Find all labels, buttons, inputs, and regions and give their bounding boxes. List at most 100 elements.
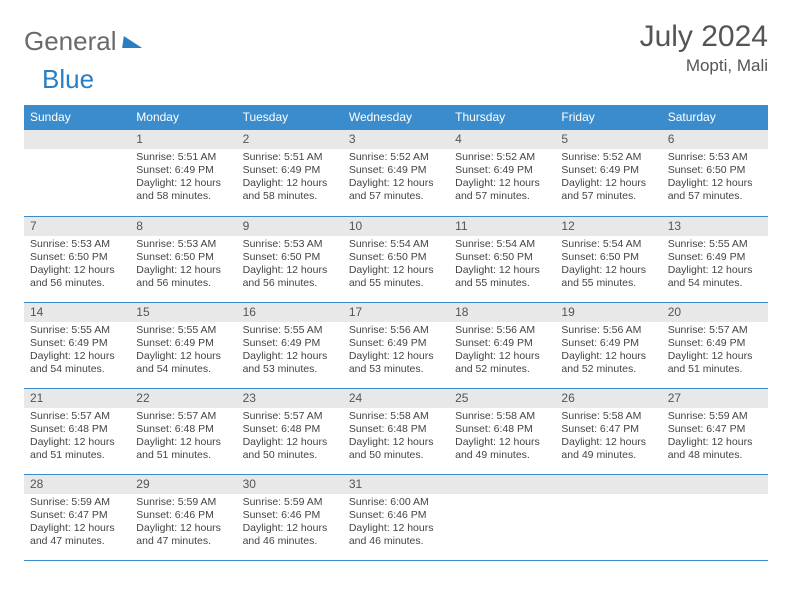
- calendar-header-row: SundayMondayTuesdayWednesdayThursdayFrid…: [24, 105, 768, 130]
- day-details: Sunrise: 5:58 AMSunset: 6:47 PMDaylight:…: [555, 408, 661, 467]
- calendar-cell: 11Sunrise: 5:54 AMSunset: 6:50 PMDayligh…: [449, 216, 555, 302]
- calendar-page: General July 2024 Mopti, Mali Blue Sunda…: [0, 0, 792, 581]
- day-details: Sunrise: 5:53 AMSunset: 6:50 PMDaylight:…: [130, 236, 236, 295]
- day-details: Sunrise: 5:59 AMSunset: 6:47 PMDaylight:…: [24, 494, 130, 553]
- daylight-text: Daylight: 12 hours and 57 minutes.: [561, 177, 655, 203]
- sunset-text: Sunset: 6:49 PM: [561, 164, 655, 177]
- day-details: Sunrise: 5:52 AMSunset: 6:49 PMDaylight:…: [555, 149, 661, 208]
- daylight-text: Daylight: 12 hours and 52 minutes.: [561, 350, 655, 376]
- day-number: 31: [343, 475, 449, 494]
- day-number: 26: [555, 389, 661, 408]
- calendar-cell: [662, 474, 768, 560]
- calendar-cell: 9Sunrise: 5:53 AMSunset: 6:50 PMDaylight…: [237, 216, 343, 302]
- day-details: Sunrise: 5:57 AMSunset: 6:48 PMDaylight:…: [24, 408, 130, 467]
- day-details: Sunrise: 5:55 AMSunset: 6:49 PMDaylight:…: [662, 236, 768, 295]
- calendar-cell: [449, 474, 555, 560]
- day-number-band: [449, 475, 555, 494]
- day-number: 13: [662, 217, 768, 236]
- daylight-text: Daylight: 12 hours and 55 minutes.: [561, 264, 655, 290]
- daylight-text: Daylight: 12 hours and 57 minutes.: [668, 177, 762, 203]
- sunrise-text: Sunrise: 5:57 AM: [136, 410, 230, 423]
- sunrise-text: Sunrise: 5:53 AM: [243, 238, 337, 251]
- sunset-text: Sunset: 6:47 PM: [30, 509, 124, 522]
- calendar-cell: 14Sunrise: 5:55 AMSunset: 6:49 PMDayligh…: [24, 302, 130, 388]
- daylight-text: Daylight: 12 hours and 55 minutes.: [349, 264, 443, 290]
- sunset-text: Sunset: 6:48 PM: [30, 423, 124, 436]
- sunset-text: Sunset: 6:47 PM: [668, 423, 762, 436]
- calendar-cell: 7Sunrise: 5:53 AMSunset: 6:50 PMDaylight…: [24, 216, 130, 302]
- daylight-text: Daylight: 12 hours and 51 minutes.: [668, 350, 762, 376]
- sunset-text: Sunset: 6:50 PM: [30, 251, 124, 264]
- sunset-text: Sunset: 6:50 PM: [455, 251, 549, 264]
- day-number: 3: [343, 130, 449, 149]
- sunrise-text: Sunrise: 5:58 AM: [455, 410, 549, 423]
- sunrise-text: Sunrise: 5:57 AM: [243, 410, 337, 423]
- day-number-band: [662, 475, 768, 494]
- day-details: Sunrise: 5:55 AMSunset: 6:49 PMDaylight:…: [24, 322, 130, 381]
- sunset-text: Sunset: 6:48 PM: [455, 423, 549, 436]
- day-number: 24: [343, 389, 449, 408]
- day-details: Sunrise: 5:51 AMSunset: 6:49 PMDaylight:…: [237, 149, 343, 208]
- sunset-text: Sunset: 6:50 PM: [136, 251, 230, 264]
- day-details: Sunrise: 6:00 AMSunset: 6:46 PMDaylight:…: [343, 494, 449, 553]
- calendar-cell: 25Sunrise: 5:58 AMSunset: 6:48 PMDayligh…: [449, 388, 555, 474]
- daylight-text: Daylight: 12 hours and 54 minutes.: [668, 264, 762, 290]
- sunrise-text: Sunrise: 6:00 AM: [349, 496, 443, 509]
- day-number: 29: [130, 475, 236, 494]
- sunset-text: Sunset: 6:49 PM: [349, 337, 443, 350]
- sunset-text: Sunset: 6:47 PM: [561, 423, 655, 436]
- title-block: July 2024 Mopti, Mali: [640, 20, 768, 76]
- sunrise-text: Sunrise: 5:52 AM: [349, 151, 443, 164]
- weekday-header: Tuesday: [237, 105, 343, 130]
- sunrise-text: Sunrise: 5:54 AM: [455, 238, 549, 251]
- daylight-text: Daylight: 12 hours and 51 minutes.: [136, 436, 230, 462]
- daylight-text: Daylight: 12 hours and 56 minutes.: [136, 264, 230, 290]
- day-details: Sunrise: 5:57 AMSunset: 6:49 PMDaylight:…: [662, 322, 768, 381]
- logo-text-blue: Blue: [42, 64, 94, 94]
- calendar-week-row: 21Sunrise: 5:57 AMSunset: 6:48 PMDayligh…: [24, 388, 768, 474]
- sunset-text: Sunset: 6:46 PM: [243, 509, 337, 522]
- daylight-text: Daylight: 12 hours and 49 minutes.: [561, 436, 655, 462]
- calendar-week-row: 14Sunrise: 5:55 AMSunset: 6:49 PMDayligh…: [24, 302, 768, 388]
- calendar-cell: 13Sunrise: 5:55 AMSunset: 6:49 PMDayligh…: [662, 216, 768, 302]
- weekday-header: Friday: [555, 105, 661, 130]
- sunset-text: Sunset: 6:49 PM: [455, 164, 549, 177]
- sunrise-text: Sunrise: 5:59 AM: [30, 496, 124, 509]
- day-details: Sunrise: 5:56 AMSunset: 6:49 PMDaylight:…: [343, 322, 449, 381]
- day-details: Sunrise: 5:59 AMSunset: 6:47 PMDaylight:…: [662, 408, 768, 467]
- sunset-text: Sunset: 6:49 PM: [668, 251, 762, 264]
- sunrise-text: Sunrise: 5:53 AM: [668, 151, 762, 164]
- calendar-cell: [24, 130, 130, 216]
- day-details: Sunrise: 5:54 AMSunset: 6:50 PMDaylight:…: [555, 236, 661, 295]
- daylight-text: Daylight: 12 hours and 58 minutes.: [136, 177, 230, 203]
- day-details: Sunrise: 5:58 AMSunset: 6:48 PMDaylight:…: [449, 408, 555, 467]
- weekday-header: Wednesday: [343, 105, 449, 130]
- calendar-cell: 5Sunrise: 5:52 AMSunset: 6:49 PMDaylight…: [555, 130, 661, 216]
- sunset-text: Sunset: 6:49 PM: [243, 337, 337, 350]
- daylight-text: Daylight: 12 hours and 53 minutes.: [243, 350, 337, 376]
- sunset-text: Sunset: 6:48 PM: [243, 423, 337, 436]
- day-number: 23: [237, 389, 343, 408]
- daylight-text: Daylight: 12 hours and 57 minutes.: [455, 177, 549, 203]
- day-details: Sunrise: 5:58 AMSunset: 6:48 PMDaylight:…: [343, 408, 449, 467]
- daylight-text: Daylight: 12 hours and 46 minutes.: [243, 522, 337, 548]
- day-details: Sunrise: 5:57 AMSunset: 6:48 PMDaylight:…: [237, 408, 343, 467]
- calendar-cell: 15Sunrise: 5:55 AMSunset: 6:49 PMDayligh…: [130, 302, 236, 388]
- day-details: Sunrise: 5:59 AMSunset: 6:46 PMDaylight:…: [237, 494, 343, 553]
- day-details: Sunrise: 5:54 AMSunset: 6:50 PMDaylight:…: [343, 236, 449, 295]
- calendar-table: SundayMondayTuesdayWednesdayThursdayFrid…: [24, 105, 768, 561]
- day-number: 4: [449, 130, 555, 149]
- calendar-week-row: 1Sunrise: 5:51 AMSunset: 6:49 PMDaylight…: [24, 130, 768, 216]
- logo-text-general: General: [24, 26, 117, 57]
- sunset-text: Sunset: 6:50 PM: [668, 164, 762, 177]
- calendar-cell: 21Sunrise: 5:57 AMSunset: 6:48 PMDayligh…: [24, 388, 130, 474]
- day-number: 16: [237, 303, 343, 322]
- sunrise-text: Sunrise: 5:54 AM: [561, 238, 655, 251]
- calendar-cell: 6Sunrise: 5:53 AMSunset: 6:50 PMDaylight…: [662, 130, 768, 216]
- daylight-text: Daylight: 12 hours and 51 minutes.: [30, 436, 124, 462]
- sunset-text: Sunset: 6:50 PM: [561, 251, 655, 264]
- day-number: 20: [662, 303, 768, 322]
- calendar-week-row: 28Sunrise: 5:59 AMSunset: 6:47 PMDayligh…: [24, 474, 768, 560]
- calendar-cell: 19Sunrise: 5:56 AMSunset: 6:49 PMDayligh…: [555, 302, 661, 388]
- calendar-cell: 8Sunrise: 5:53 AMSunset: 6:50 PMDaylight…: [130, 216, 236, 302]
